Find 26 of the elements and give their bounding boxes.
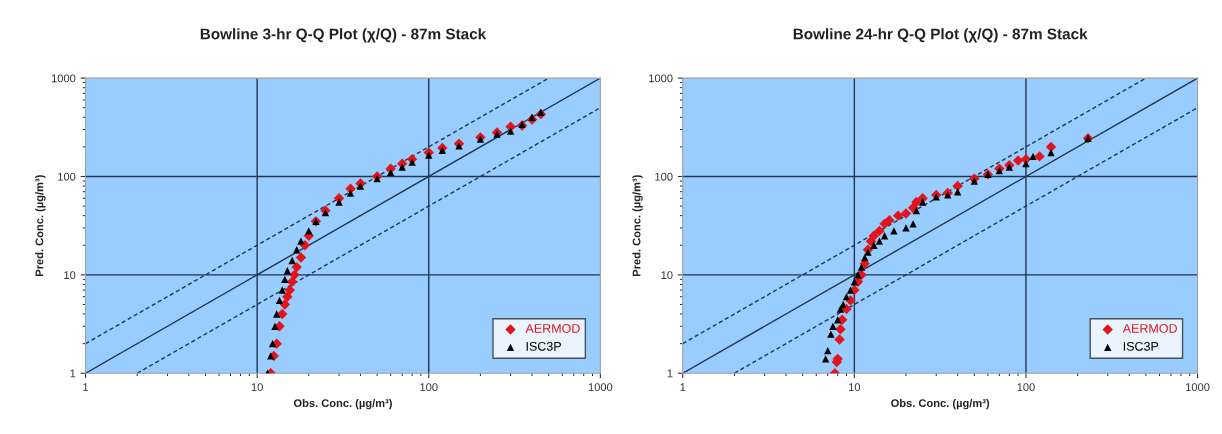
y-tick-label: 1 <box>667 369 673 378</box>
y-tick-label: 1000 <box>51 74 76 83</box>
x-tick-label: 100 <box>420 383 438 392</box>
x-tick-label: 10 <box>849 383 861 392</box>
legend-label: AERMOD <box>525 324 580 333</box>
y-axis-title: Pred. Conc. (µg/m³) <box>632 175 643 276</box>
x-tick-label: 1000 <box>1186 383 1210 392</box>
legend-label: ISC3P <box>1123 341 1159 351</box>
y-tick-label: 10 <box>661 271 673 279</box>
chart-title: Bowline 24-hr Q-Q Plot (χ/Q) - 87m Stack <box>793 28 1088 43</box>
y-tick-label: 100 <box>58 172 76 181</box>
x-tick-label: 1000 <box>588 383 613 392</box>
x-axis-title: Obs. Conc. (µg/m³) <box>293 398 392 410</box>
y-tick-label: 1000 <box>649 74 673 83</box>
x-tick-label: 100 <box>1017 383 1035 392</box>
y-axis-title: Pred. Conc. (µg/m³) <box>35 175 46 276</box>
legend-label: ISC3P <box>526 341 561 351</box>
legend-label: AERMOD <box>1122 324 1177 333</box>
x-axis-title: Obs. Conc. (µg/m³) <box>891 398 990 410</box>
y-tick-label: 100 <box>655 172 673 181</box>
x-tick-label: 1 <box>680 383 686 392</box>
y-tick-label: 1 <box>70 369 76 378</box>
chart-title: Bowline 3-hr Q-Q Plot (χ/Q) - 87m Stack <box>200 28 487 43</box>
x-tick-label: 10 <box>251 383 263 392</box>
x-tick-label: 1 <box>83 383 89 392</box>
y-tick-label: 10 <box>64 271 76 279</box>
